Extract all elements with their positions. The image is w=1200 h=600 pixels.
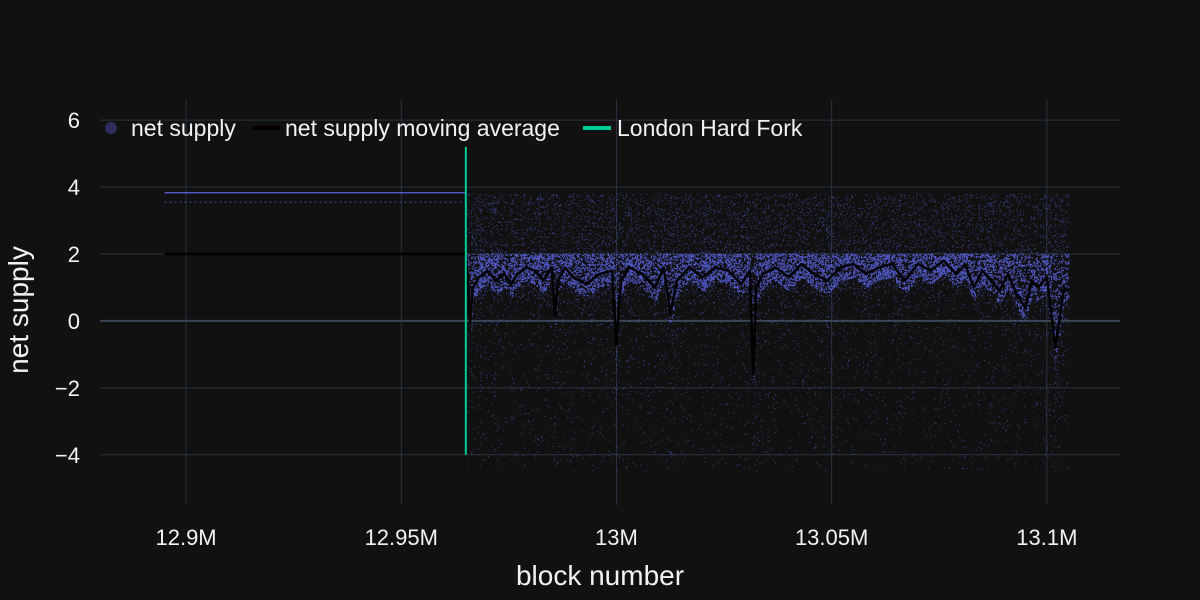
y-tick-label: 0 (68, 309, 80, 334)
y-axis-ticks: −4 −2 0 2 4 6 (55, 108, 80, 468)
legend-label-moving-average: net supply moving average (285, 115, 560, 141)
y-tick-label: −4 (55, 443, 80, 468)
y-tick-label: 2 (68, 242, 80, 267)
net-supply-points-upper (465, 193, 1070, 255)
legend-label-london-fork: London Hard Fork (617, 115, 803, 141)
moving-average-line (164, 252, 1070, 376)
x-tick-label: 12.9M (155, 525, 216, 550)
x-tick-label: 13M (595, 525, 638, 550)
legend-marker-net-supply (105, 122, 117, 134)
y-tick-label: 6 (68, 108, 80, 133)
legend: net supply net supply moving average Londo… (105, 115, 803, 141)
x-axis-title: block number (516, 560, 684, 591)
x-tick-label: 13.05M (795, 525, 868, 550)
x-tick-label: 13.1M (1016, 525, 1077, 550)
x-axis-ticks: 12.9M 12.95M 13M 13.05M 13.1M (155, 525, 1077, 550)
y-tick-label: −2 (55, 376, 80, 401)
y-tick-label: 4 (68, 175, 80, 200)
legend-label-net-supply: net supply (131, 115, 236, 141)
series-lines (164, 146, 1070, 455)
y-axis-title: net supply (3, 246, 34, 374)
x-tick-label: 12.95M (365, 525, 438, 550)
